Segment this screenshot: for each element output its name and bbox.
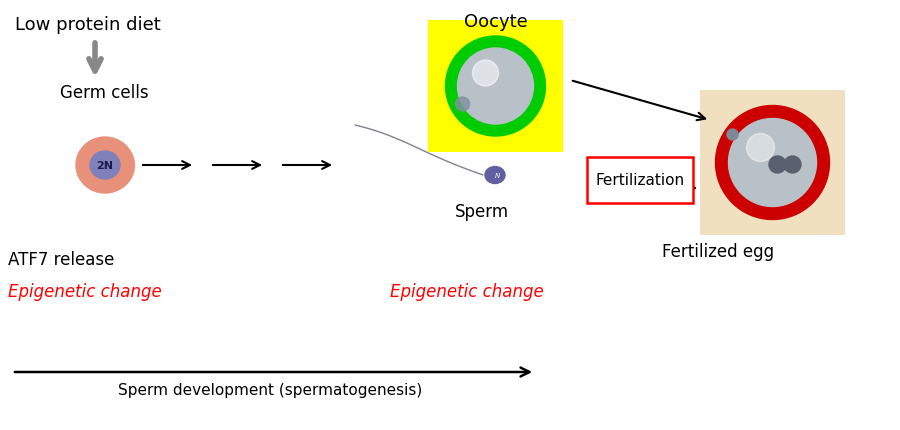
Text: Fertilized egg: Fertilized egg — [662, 243, 774, 261]
Bar — [700, 91, 845, 236]
Text: ATF7 release: ATF7 release — [8, 250, 114, 268]
FancyBboxPatch shape — [587, 158, 693, 203]
Circle shape — [769, 157, 786, 174]
Ellipse shape — [90, 152, 120, 180]
Ellipse shape — [81, 142, 135, 193]
Text: Fertilization: Fertilization — [596, 173, 685, 188]
Text: Oocyte: Oocyte — [464, 13, 527, 31]
Text: Sperm: Sperm — [455, 203, 509, 221]
Circle shape — [457, 49, 534, 125]
Text: Sperm development (spermatogenesis): Sperm development (spermatogenesis) — [118, 382, 422, 397]
Circle shape — [746, 134, 775, 162]
Circle shape — [727, 130, 738, 141]
Text: Low protein diet: Low protein diet — [15, 16, 161, 34]
Text: N: N — [494, 172, 500, 178]
Circle shape — [446, 37, 545, 137]
Circle shape — [472, 61, 499, 87]
Text: Epigenetic change: Epigenetic change — [390, 283, 544, 300]
Text: Germ cells: Germ cells — [60, 84, 148, 102]
Circle shape — [455, 98, 470, 112]
Circle shape — [716, 106, 830, 220]
Circle shape — [728, 119, 816, 207]
Ellipse shape — [76, 138, 134, 194]
Text: Epigenetic change: Epigenetic change — [8, 283, 162, 300]
Circle shape — [784, 157, 801, 174]
Ellipse shape — [485, 167, 505, 184]
Bar — [428, 21, 563, 153]
Text: 2N: 2N — [96, 161, 113, 171]
